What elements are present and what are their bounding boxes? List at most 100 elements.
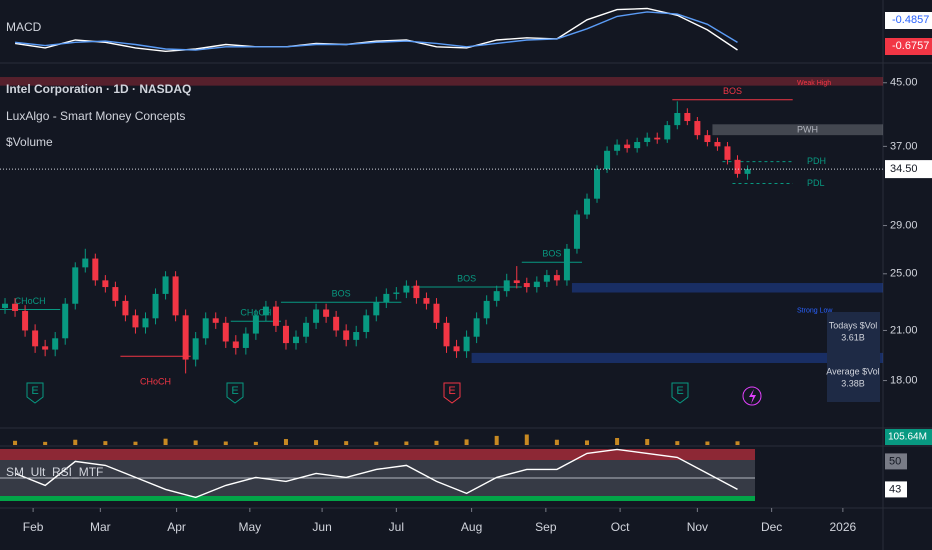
candle-body <box>242 333 249 348</box>
candle-body <box>513 280 520 284</box>
candle-body <box>282 325 289 344</box>
event-marker[interactable]: E <box>443 382 461 404</box>
volume-bar <box>253 441 258 445</box>
candle-body <box>343 330 350 340</box>
zone <box>571 283 883 293</box>
candle-body <box>704 135 711 143</box>
candle-body <box>252 315 259 334</box>
lightning-icon[interactable] <box>749 389 756 404</box>
candle-body <box>503 280 510 292</box>
candle-body <box>162 276 169 294</box>
x-tick-label: Nov <box>687 520 708 534</box>
event-label[interactable]: E <box>676 385 683 397</box>
candle-body <box>42 346 49 350</box>
candle-body <box>92 258 99 281</box>
x-tick-label: Jun <box>312 520 331 534</box>
dividend-marker[interactable] <box>742 386 762 406</box>
candle-body <box>553 275 560 281</box>
candle-body <box>674 113 681 126</box>
event-label[interactable]: E <box>231 385 238 397</box>
candle-body <box>634 142 641 149</box>
volume-bar <box>554 439 559 445</box>
candle-body <box>714 142 721 147</box>
zone <box>0 77 883 86</box>
volume-bar <box>374 441 379 445</box>
candle-body <box>202 318 209 339</box>
x-tick-label: 2026 <box>830 520 857 534</box>
zone-label: Weak High <box>797 80 831 87</box>
event-badge[interactable] <box>26 382 44 404</box>
event-marker[interactable]: E <box>226 382 244 404</box>
rsi-mid-label: 50 <box>889 455 901 467</box>
structure-label: BOS <box>542 249 561 259</box>
candle-body <box>82 258 89 268</box>
candle-body <box>453 346 460 352</box>
x-tick-label: Oct <box>611 520 630 534</box>
candle-body <box>262 306 269 316</box>
volume-bar <box>675 441 680 445</box>
volume-box-value: 3.61B <box>841 332 865 342</box>
candle-body <box>272 306 279 326</box>
event-badge[interactable] <box>226 382 244 404</box>
event-label[interactable]: E <box>31 385 38 397</box>
rsi-oversold-band <box>0 496 755 501</box>
volume-bar <box>464 439 469 445</box>
candle-body <box>22 310 29 331</box>
x-tick-label: Dec <box>761 520 782 534</box>
zone-label: PWH <box>797 125 818 135</box>
zone <box>471 352 883 363</box>
candle-body <box>463 336 470 352</box>
x-tick-label: May <box>239 520 262 534</box>
level-label: PDH <box>807 156 826 166</box>
candle-body <box>232 341 239 348</box>
y-tick-label: 37.00 <box>890 140 918 152</box>
volume-bar <box>735 441 740 445</box>
candle-body <box>493 291 500 301</box>
candle-body <box>32 330 39 347</box>
x-tick-label: Aug <box>461 520 482 534</box>
y-tick-label: 18.00 <box>890 374 918 386</box>
macd-line <box>15 11 738 51</box>
y-tick-label: 29.00 <box>890 219 918 231</box>
candle-body <box>62 303 69 339</box>
candle-body <box>423 298 430 304</box>
volume-bar <box>584 440 589 445</box>
candle-body <box>403 285 410 293</box>
volume-bar <box>223 441 228 445</box>
rsi-value-label: 43 <box>889 483 901 495</box>
rsi-line <box>14 448 738 499</box>
last-price-label: 34.50 <box>890 163 918 175</box>
macd-line <box>14 7 738 53</box>
structure-label: CHoCH <box>15 296 46 306</box>
indicator-legend: LuxAlgo - Smart Money Concepts <box>6 109 185 123</box>
rsi-legend: SM_Ult_RSI_MTF <box>6 465 103 479</box>
candle-body <box>543 275 550 282</box>
candle-body <box>604 150 611 170</box>
candle-body <box>583 198 590 215</box>
event-badge[interactable] <box>671 382 689 404</box>
candle-body <box>333 316 340 331</box>
structure-label: CHoCH <box>140 377 171 387</box>
candle-body <box>222 322 229 342</box>
candle-body <box>303 322 310 337</box>
event-label[interactable]: E <box>448 385 455 397</box>
candle-body <box>142 318 149 328</box>
event-badge[interactable] <box>443 382 461 404</box>
volume-bar <box>163 438 168 445</box>
event-marker[interactable]: E <box>26 382 44 404</box>
candle-body <box>12 303 19 311</box>
x-tick-label: Mar <box>90 520 111 534</box>
candle-body <box>724 146 731 160</box>
event-marker[interactable]: E <box>671 382 689 404</box>
candle-body <box>624 144 631 149</box>
candle-body <box>734 159 741 174</box>
candle-body <box>383 293 390 303</box>
macd-value-box <box>885 12 932 29</box>
x-tick-label: Apr <box>167 520 186 534</box>
volume-bar <box>43 441 48 445</box>
candle-body <box>192 338 199 360</box>
candle-body <box>122 300 129 316</box>
x-tick-label: Sep <box>535 520 557 534</box>
